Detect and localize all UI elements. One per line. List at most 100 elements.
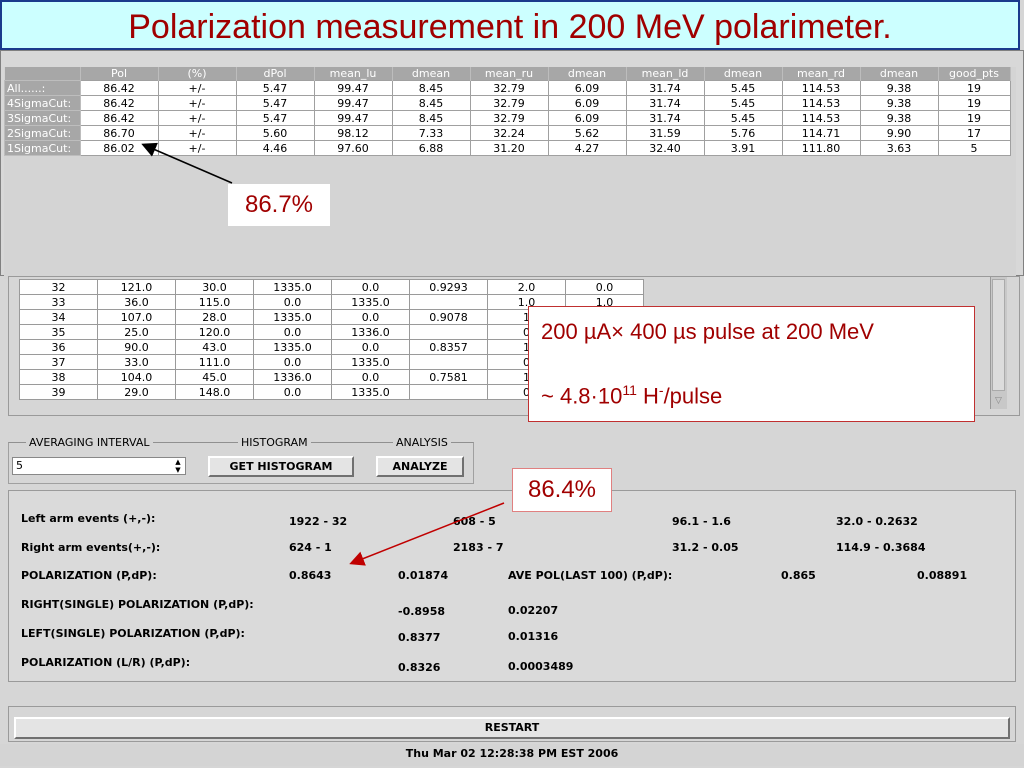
table-cell[interactable]: 33: [19, 294, 98, 310]
table-cell[interactable]: 90.0: [97, 339, 176, 355]
table-cell[interactable]: +/-: [157, 110, 237, 126]
column-header[interactable]: dmean: [704, 67, 783, 81]
row-header[interactable]: 2SigmaCut:: [4, 125, 81, 141]
averaging-interval-spinner[interactable]: 5 ▲ ▼: [12, 457, 186, 475]
table-cell[interactable]: 6.88: [391, 140, 471, 156]
table-cell[interactable]: 3.63: [859, 140, 939, 156]
table-cell[interactable]: 0.0: [331, 369, 410, 385]
table-cell[interactable]: 30.0: [175, 279, 254, 295]
table-cell[interactable]: 5.60: [235, 125, 315, 141]
table-cell[interactable]: 32.79: [469, 95, 549, 111]
get-histogram-button[interactable]: GET HISTOGRAM: [208, 456, 354, 477]
table-cell[interactable]: 19: [937, 95, 1011, 111]
table-cell[interactable]: 99.47: [313, 95, 393, 111]
table-row[interactable]: All......: 86.42 +/- 5.47 99.47 8.45 32.79 6.09…: [4, 80, 1011, 96]
table-cell[interactable]: 5.47: [235, 95, 315, 111]
table-cell[interactable]: 9.38: [859, 80, 939, 96]
table-cell[interactable]: 114.71: [781, 125, 861, 141]
table-cell[interactable]: +/-: [157, 80, 237, 96]
table-cell[interactable]: 5.76: [703, 125, 783, 141]
table-cell[interactable]: 5.62: [547, 125, 627, 141]
table-cell[interactable]: 32.79: [469, 110, 549, 126]
table-cell[interactable]: 8.45: [391, 95, 471, 111]
table-cell[interactable]: 31.74: [625, 110, 705, 126]
table-cell[interactable]: 9.90: [859, 125, 939, 141]
column-header[interactable]: dmean: [860, 67, 939, 81]
table-cell[interactable]: 37: [19, 354, 98, 370]
table-cell[interactable]: 5.45: [703, 80, 783, 96]
table-cell[interactable]: 4.27: [547, 140, 627, 156]
table-cell[interactable]: 0.0: [331, 279, 410, 295]
row-header[interactable]: 4SigmaCut:: [4, 95, 81, 111]
table-row[interactable]: 1SigmaCut: 86.02 +/- 4.46 97.60 6.88 31.20 4.27…: [4, 140, 1011, 156]
table-cell[interactable]: +/-: [157, 95, 237, 111]
column-header[interactable]: dmean: [392, 67, 471, 81]
table-cell[interactable]: 31.74: [625, 95, 705, 111]
table-cell[interactable]: 43.0: [175, 339, 254, 355]
event-table-scrollbar[interactable]: ▽: [990, 277, 1007, 409]
table-cell[interactable]: 19: [937, 110, 1011, 126]
table-cell[interactable]: 34: [19, 309, 98, 325]
column-header[interactable]: mean_lu: [314, 67, 393, 81]
table-cell[interactable]: 8.45: [391, 80, 471, 96]
table-cell[interactable]: 5.45: [703, 95, 783, 111]
table-cell[interactable]: 111.80: [781, 140, 861, 156]
table-cell[interactable]: 120.0: [175, 324, 254, 340]
table-cell[interactable]: [409, 354, 488, 370]
table-cell[interactable]: +/-: [157, 125, 237, 141]
table-cell[interactable]: 32.24: [469, 125, 549, 141]
table-cell[interactable]: 104.0: [97, 369, 176, 385]
table-cell[interactable]: 98.12: [313, 125, 393, 141]
table-cell[interactable]: 28.0: [175, 309, 254, 325]
table-cell[interactable]: 1335.0: [331, 354, 410, 370]
table-cell[interactable]: 111.0: [175, 354, 254, 370]
averaging-interval-value[interactable]: 5: [16, 459, 23, 472]
table-cell[interactable]: 86.70: [79, 125, 159, 141]
table-cell[interactable]: 5.45: [703, 110, 783, 126]
table-cell[interactable]: [409, 324, 488, 340]
table-cell[interactable]: 1335.0: [331, 384, 410, 400]
table-cell[interactable]: 32: [19, 279, 98, 295]
table-cell[interactable]: 1336.0: [253, 369, 332, 385]
table-cell[interactable]: 2.0: [487, 279, 566, 295]
column-header[interactable]: Pol: [80, 67, 159, 81]
column-header[interactable]: mean_rd: [782, 67, 861, 81]
row-header[interactable]: 1SigmaCut:: [4, 140, 81, 156]
table-cell[interactable]: 86.42: [79, 110, 159, 126]
table-cell[interactable]: 114.53: [781, 80, 861, 96]
table-cell[interactable]: 115.0: [175, 294, 254, 310]
table-cell[interactable]: 25.0: [97, 324, 176, 340]
table-cell[interactable]: 6.09: [547, 110, 627, 126]
table-cell[interactable]: 7.33: [391, 125, 471, 141]
column-header[interactable]: mean_ru: [470, 67, 549, 81]
table-cell[interactable]: [409, 384, 488, 400]
table-cell[interactable]: 1335.0: [253, 279, 332, 295]
table-cell[interactable]: 0.0: [331, 339, 410, 355]
table-cell[interactable]: 0.9293: [409, 279, 488, 295]
column-header[interactable]: (%): [158, 67, 237, 81]
table-cell[interactable]: 29.0: [97, 384, 176, 400]
table-cell[interactable]: 114.53: [781, 110, 861, 126]
column-header[interactable]: good_pts: [938, 67, 1011, 81]
table-cell[interactable]: 86.42: [79, 95, 159, 111]
table-row[interactable]: 3SigmaCut: 86.42 +/- 5.47 99.47 8.45 32.79 6.09…: [4, 110, 1011, 126]
table-cell[interactable]: 35: [19, 324, 98, 340]
scrollbar-thumb[interactable]: [992, 279, 1005, 391]
table-cell[interactable]: 17: [937, 125, 1011, 141]
table-row[interactable]: 32 121.0 30.0 1335.0 0.0 0.9293 2.0 0.0: [19, 279, 644, 295]
table-cell[interactable]: 4.46: [235, 140, 315, 156]
table-cell[interactable]: 1335.0: [253, 309, 332, 325]
table-cell[interactable]: 6.09: [547, 95, 627, 111]
table-cell[interactable]: 36.0: [97, 294, 176, 310]
table-cell[interactable]: 0.0: [253, 354, 332, 370]
table-cell[interactable]: 1336.0: [331, 324, 410, 340]
table-cell[interactable]: 107.0: [97, 309, 176, 325]
table-cell[interactable]: 39: [19, 384, 98, 400]
table-cell[interactable]: 31.20: [469, 140, 549, 156]
table-cell[interactable]: 1335.0: [253, 339, 332, 355]
table-cell[interactable]: 99.47: [313, 110, 393, 126]
restart-button[interactable]: RESTART: [14, 717, 1010, 739]
table-cell[interactable]: 0.8357: [409, 339, 488, 355]
table-cell[interactable]: 86.42: [79, 80, 159, 96]
table-row[interactable]: 33 36.0 115.0 0.0 1335.0 1.0 1.0: [19, 294, 644, 310]
